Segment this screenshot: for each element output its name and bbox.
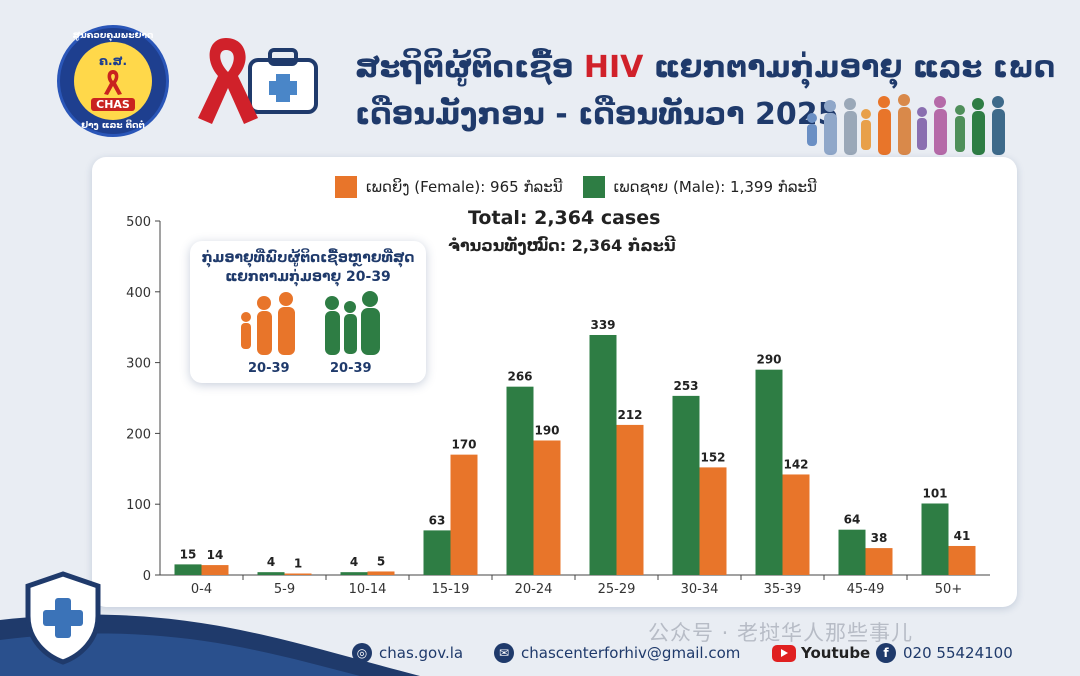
bar-female <box>865 548 893 575</box>
legend-item-male: ເພດຊາຍ (Male): 1,399 ກໍລະນີ <box>582 176 817 198</box>
data-label-male: 64 <box>844 513 861 527</box>
ribbon-medkit-icon <box>198 38 318 124</box>
data-label-female: 212 <box>617 408 642 422</box>
bar-male <box>672 395 700 575</box>
youtube-icon <box>772 644 796 662</box>
callout-people-icon <box>241 291 380 355</box>
logo-ring-text-top: ສູນຄວບຄຸມພະຍາດ <box>72 31 154 41</box>
callout-label-male: 20-39 <box>330 361 372 376</box>
data-label-female: 142 <box>783 457 808 471</box>
bar-female <box>948 545 976 575</box>
logo-center: ຄ.ສ. CHAS <box>74 42 152 120</box>
bar-male <box>755 369 783 575</box>
data-label-female: 5 <box>377 554 385 568</box>
globe-icon: ◎ <box>352 643 372 663</box>
bar-male <box>589 334 617 575</box>
bar-male <box>838 529 866 575</box>
y-tick-label: 500 <box>126 215 151 230</box>
bar-female <box>699 467 727 575</box>
data-label-female: 14 <box>207 548 224 562</box>
footer-email[interactable]: ✉ chascenterforhiv@gmail.com <box>494 640 740 666</box>
legend-label-male: ເພດຊາຍ (Male): 1,399 ກໍລະນີ <box>613 178 817 196</box>
legend-swatch-female <box>335 176 357 198</box>
x-tick-label: 45-49 <box>847 582 885 597</box>
bar-female <box>533 440 561 575</box>
chart-title-line2: ເດືອນມັງກອນ - ເດືອນທັນວາ 2025 <box>355 97 839 132</box>
logo-year: ຄ.ສ. <box>98 53 128 68</box>
phone-text: 020 55424100 <box>903 644 1013 662</box>
title-highlight-hiv: HIV <box>583 50 644 85</box>
legend-item-female: ເພດຍິງ (Female): 965 ກໍລະນີ <box>335 176 563 198</box>
data-label-male: 4 <box>350 555 358 569</box>
logo-ring-text-bottom: ຢາງ ແລະ ຕິດຕໍ່ <box>81 121 145 131</box>
data-label-female: 152 <box>700 450 725 464</box>
bar-male <box>340 572 368 575</box>
data-label-female: 1 <box>294 557 302 571</box>
facebook-icon: f <box>876 643 896 663</box>
x-tick-label: 25-29 <box>598 582 636 597</box>
bar-male <box>423 530 451 575</box>
data-label-female: 38 <box>871 531 888 545</box>
x-tick-label: 5-9 <box>274 582 295 597</box>
legend-swatch-male <box>582 176 605 198</box>
x-tick-label: 0-4 <box>191 582 212 597</box>
logo-abbr: CHAS <box>91 97 135 111</box>
x-tick-label: 30-34 <box>681 582 719 597</box>
data-label-male: 4 <box>267 555 275 569</box>
data-label-female: 41 <box>954 529 971 543</box>
data-label-female: 170 <box>451 438 476 452</box>
bar-female <box>284 573 312 575</box>
website-text: chas.gov.la <box>379 644 464 662</box>
x-tick-label: 50+ <box>935 582 962 597</box>
callout-label-female: 20-39 <box>248 361 290 376</box>
bar-female <box>782 474 810 575</box>
y-tick-label: 100 <box>126 498 151 513</box>
data-label-male: 63 <box>429 513 446 527</box>
footer-youtube[interactable]: Youtube <box>772 640 870 666</box>
bar-male <box>506 386 534 575</box>
total-cases-lao: ຈຳນວນທັງໝົດ: 2,364 ກໍລະນີ <box>448 236 676 255</box>
bar-male <box>921 503 949 575</box>
email-text: chascenterforhiv@gmail.com <box>521 644 741 662</box>
highlight-callout: ກຸ່ມອາຍຸທີ່ພົບຜູ້ຕິດເຊື້ອຫຼາຍທີ່ສຸດ ແຍກຕ… <box>190 241 426 383</box>
footer-phone[interactable]: f 020 55424100 <box>876 640 1013 666</box>
mail-icon: ✉ <box>494 643 514 663</box>
youtube-text: Youtube <box>801 644 871 662</box>
data-label-male: 339 <box>590 318 615 332</box>
chart-title-line1: ສະຖິຕິຜູ້ຕິດເຊື້ອ HIV ແຍກຕາມກຸ່ມອາຍຸ ແລະ… <box>355 50 1055 85</box>
chas-logo: ສູນຄວບຄຸມພະຍາດ ຄ.ສ. CHAS ຢາງ ແລະ ຕິດຕໍ່ <box>57 25 169 137</box>
chart-legend: ເພດຍິງ (Female): 965 ກໍລະນີ ເພດຊາຍ (Male… <box>335 174 837 200</box>
x-tick-label: 20-24 <box>515 582 553 597</box>
shield-medical-icon <box>25 571 101 665</box>
legend-label-female: ເພດຍິງ (Female): 965 ກໍລະນີ <box>366 178 563 196</box>
bar-male <box>174 564 202 575</box>
bar-female <box>450 454 478 575</box>
y-tick-label: 0 <box>143 569 151 584</box>
data-label-male: 15 <box>180 547 197 561</box>
family-people-icon <box>807 94 1005 155</box>
y-tick-label: 300 <box>126 357 151 372</box>
bar-male <box>257 572 285 575</box>
ribbon-small-icon <box>104 69 122 95</box>
total-cases-english: Total: 2,364 cases <box>468 207 661 229</box>
x-tick-label: 35-39 <box>764 582 802 597</box>
x-tick-label: 10-14 <box>349 582 387 597</box>
data-label-male: 266 <box>507 370 532 384</box>
y-tick-label: 200 <box>126 427 151 442</box>
footer-website[interactable]: ◎ chas.gov.la <box>352 640 463 666</box>
data-label-male: 253 <box>673 379 698 393</box>
watermark-text: 公众号 · 老挝华人那些事儿 <box>648 621 914 645</box>
data-label-male: 290 <box>756 353 781 367</box>
data-label-female: 190 <box>534 423 559 437</box>
y-tick-label: 400 <box>126 286 151 301</box>
bar-female <box>201 565 229 575</box>
title-prefix: ສະຖິຕິຜູ້ຕິດເຊື້ອ <box>355 50 584 85</box>
callout-title: ກຸ່ມອາຍຸທີ່ພົບຜູ້ຕິດເຊື້ອຫຼາຍທີ່ສຸດ ແຍກຕ… <box>201 250 415 285</box>
x-tick-label: 15-19 <box>432 582 470 597</box>
bar-female <box>367 571 395 575</box>
data-label-male: 101 <box>922 486 947 500</box>
title-suffix: ແຍກຕາມກຸ່ມອາຍຸ ແລະ ເພດ <box>643 50 1056 85</box>
bar-female <box>616 424 644 575</box>
